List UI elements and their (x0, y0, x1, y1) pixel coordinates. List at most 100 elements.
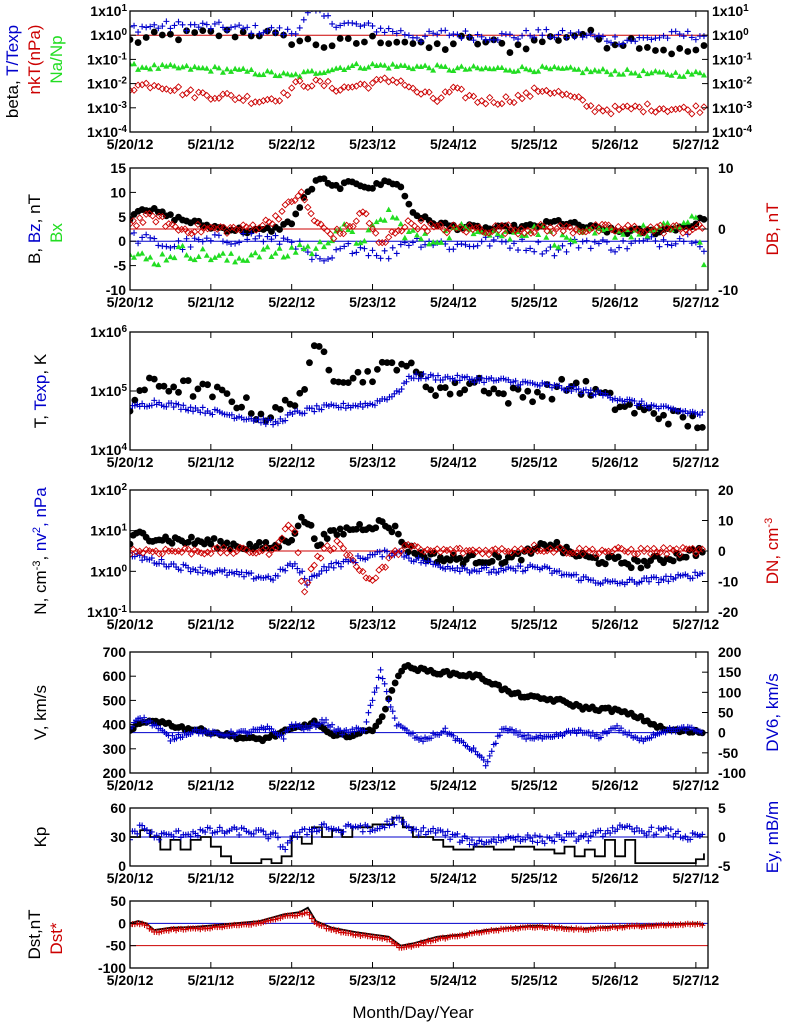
data-point (306, 359, 313, 367)
data-point (236, 255, 243, 261)
data-point (527, 245, 534, 252)
data-point (372, 524, 380, 532)
data-point (546, 381, 553, 388)
data-point (611, 545, 619, 553)
data-point (155, 242, 162, 249)
data-point (543, 247, 550, 254)
data-point (458, 220, 465, 227)
data-point (239, 221, 247, 229)
data-point (361, 237, 368, 244)
right-y-tick-label: 10 (718, 160, 734, 176)
data-point (163, 403, 170, 410)
data-point (519, 393, 527, 401)
data-point (130, 86, 138, 94)
data-point (258, 221, 267, 230)
data-point (405, 242, 412, 249)
data-point (534, 388, 541, 396)
data-point (418, 38, 425, 45)
data-point (256, 71, 263, 78)
data-point (203, 252, 210, 258)
data-point (437, 384, 444, 392)
data-point (174, 83, 183, 91)
data-point (349, 556, 357, 564)
data-point (522, 836, 529, 843)
data-point (136, 547, 144, 555)
data-point (668, 72, 675, 78)
data-point (635, 45, 643, 52)
right-y-tick-label: -5 (718, 858, 731, 874)
data-point (167, 253, 174, 260)
data-point (384, 548, 391, 555)
data-point (361, 38, 368, 46)
left-axis-title-2: Bx (47, 223, 66, 243)
left-axis-title: T, Texp, K (31, 353, 50, 428)
data-point (459, 226, 467, 234)
data-point (373, 252, 380, 259)
data-point (323, 716, 330, 723)
data-point (175, 18, 182, 25)
data-point (369, 60, 376, 67)
data-point (529, 398, 536, 406)
data-point (365, 219, 373, 227)
data-point (420, 370, 427, 377)
y-tick-label: 1x10-1 (87, 604, 127, 621)
data-point (329, 20, 336, 27)
data-point (599, 65, 606, 72)
data-point (417, 546, 425, 554)
data-point (559, 227, 567, 235)
data-point (614, 826, 621, 833)
data-point (296, 77, 304, 85)
data-point (381, 680, 388, 687)
data-point (512, 836, 519, 843)
data-point (232, 240, 239, 247)
right-y-tick-label: -20 (718, 604, 738, 620)
data-point (385, 697, 392, 704)
data-point (599, 33, 606, 40)
x-tick-label: 5/20/12 (107, 454, 154, 470)
data-point (316, 70, 323, 76)
data-point (474, 242, 481, 249)
data-point (478, 550, 487, 558)
data-point (353, 20, 360, 27)
data-point (158, 550, 166, 558)
x-tick-label: 5/23/12 (349, 454, 396, 470)
data-point (288, 244, 295, 250)
data-point (275, 97, 284, 105)
data-point (670, 833, 677, 840)
data-point (491, 545, 500, 553)
data-point (583, 32, 590, 39)
left-axis-title: B, Bz, nT (25, 194, 44, 264)
x-tick-label: 5/24/12 (430, 870, 477, 886)
data-point (158, 85, 166, 93)
data-point (248, 230, 255, 237)
x-tick-label: 5/23/12 (349, 616, 396, 632)
data-point (543, 234, 550, 240)
data-point (567, 29, 574, 36)
data-point (268, 69, 275, 75)
data-point (352, 40, 360, 47)
data-point (620, 71, 627, 77)
data-point (184, 377, 192, 384)
data-point (695, 220, 703, 229)
data-point (359, 828, 366, 835)
data-point (393, 30, 400, 37)
data-point (357, 822, 364, 829)
data-point (150, 375, 158, 383)
data-point (256, 232, 263, 239)
data-point (602, 830, 609, 837)
data-point (583, 226, 590, 232)
data-point (283, 91, 292, 99)
data-point (143, 64, 150, 71)
data-point (175, 401, 182, 408)
data-point (446, 390, 454, 398)
data-point (575, 228, 584, 236)
data-point (456, 377, 463, 384)
data-point (382, 705, 389, 713)
data-point (700, 33, 707, 40)
data-point (414, 543, 422, 551)
data-point (361, 727, 368, 734)
data-point (300, 726, 307, 733)
data-point (466, 65, 473, 72)
data-point (464, 373, 471, 380)
x-tick-label: 5/21/12 (187, 616, 234, 632)
